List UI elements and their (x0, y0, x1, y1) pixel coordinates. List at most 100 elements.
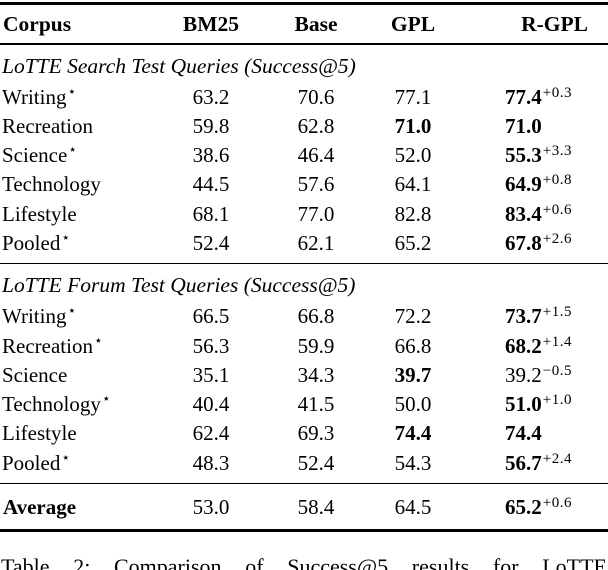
corpus-label: Pooled (2, 230, 61, 255)
corpus-label: Technology (2, 392, 101, 417)
gpl-value: 72.2 (394, 304, 432, 329)
base-cell: 34.3 (252, 361, 380, 390)
base-cell: 59.9 (252, 332, 380, 361)
rgpl-delta: +1.5 (542, 304, 572, 321)
rgpl-cell: 71.0 (446, 112, 608, 141)
rgpl-value: 68.2 (505, 333, 542, 358)
bm25-value: 52.4 (192, 230, 230, 255)
gpl-value: 54.3 (394, 450, 432, 475)
corpus-label: Writing (2, 304, 67, 329)
base-value: 62.1 (297, 230, 335, 255)
gpl-cell: 50.0 (380, 390, 446, 419)
rgpl-value: 77.4 (505, 84, 542, 109)
table-top-rule (0, 2, 608, 5)
bm25-cell: 66.5 (170, 302, 252, 331)
star-icon: ⋆ (93, 332, 103, 349)
base-cell: 69.3 (252, 419, 380, 448)
corpus-label: Technology (2, 172, 101, 197)
base-cell: 77.0 (252, 200, 380, 229)
average-rgpl-cell: 65.2+0.6 (446, 484, 608, 533)
bm25-cell: 68.1 (170, 200, 252, 229)
base-cell: 41.5 (252, 390, 380, 419)
corpus-cell: Science (0, 361, 170, 390)
base-cell: 70.6 (252, 83, 380, 112)
base-value: 34.3 (297, 362, 335, 387)
rgpl-cell: 55.3+3.3 (446, 141, 608, 173)
rgpl-delta: +3.3 (542, 143, 572, 160)
rgpl-value: 73.7 (505, 304, 542, 329)
column-header-bm25: BM25 (182, 12, 240, 36)
corpus-cell: Recreation (0, 112, 170, 141)
table-row: Science⋆ 38.6 46.4 52.0 55.3+3.3 (0, 141, 608, 170)
rgpl-cell: 83.4+0.6 (446, 200, 608, 232)
gpl-cell: 39.7 (380, 361, 446, 390)
base-value: 52.4 (297, 450, 335, 475)
bm25-cell: 38.6 (170, 141, 252, 170)
star-icon: ⋆ (67, 83, 77, 100)
rgpl-delta: −0.5 (542, 362, 572, 379)
column-header-gpl: GPL (390, 12, 436, 36)
gpl-cell: 72.2 (380, 302, 446, 331)
rgpl-value: 39.2 (505, 362, 542, 387)
average-row: Average 53.0 58.4 64.5 65.2+0.6 (0, 484, 608, 529)
footer-rule (0, 482, 608, 485)
table-row: Pooled⋆ 52.4 62.1 65.2 67.8+2.6 (0, 229, 608, 258)
gpl-cell: 82.8 (380, 200, 446, 229)
rgpl-delta: +0.3 (542, 84, 572, 101)
table-row: Lifestyle 62.4 69.3 74.4 74.4 (0, 419, 608, 448)
base-value: 62.8 (297, 113, 335, 138)
header-rule (0, 43, 608, 45)
bm25-value: 40.4 (192, 392, 230, 417)
gpl-cell: 71.0 (380, 112, 446, 141)
bm25-value: 44.5 (192, 172, 230, 197)
gpl-cell: 52.0 (380, 141, 446, 170)
corpus-cell: Writing⋆ (0, 83, 170, 115)
rgpl-delta: +1.0 (542, 392, 572, 409)
bm25-value: 56.3 (192, 333, 230, 358)
rgpl-delta: +1.4 (542, 333, 572, 350)
table-row: Writing⋆ 63.2 70.6 77.1 77.4+0.3 (0, 83, 608, 112)
base-value: 46.4 (297, 143, 335, 168)
base-cell: 52.4 (252, 449, 380, 478)
rgpl-cell: 67.8+2.6 (446, 229, 608, 261)
rgpl-cell: 56.7+2.4 (446, 449, 608, 481)
base-cell: 57.6 (252, 170, 380, 199)
table-caption: Table 2: Comparison of Success@5 results… (1, 554, 607, 570)
rgpl-value: 74.4 (505, 421, 542, 446)
rgpl-cell: 73.7+1.5 (446, 302, 608, 334)
base-value: 59.9 (297, 333, 335, 358)
table-row: Technology 44.5 57.6 64.1 64.9+0.8 (0, 170, 608, 199)
rgpl-cell: 68.2+1.4 (446, 332, 608, 364)
base-value: 41.5 (297, 392, 335, 417)
corpus-label: Pooled (2, 450, 61, 475)
corpus-cell: Technology⋆ (0, 390, 170, 422)
bm25-cell: 63.2 (170, 83, 252, 112)
gpl-value: 52.0 (394, 143, 432, 168)
gpl-cell: 77.1 (380, 83, 446, 112)
rgpl-value: 83.4 (505, 201, 542, 226)
column-header-base: Base (294, 12, 338, 36)
rgpl-value: 64.9 (505, 172, 542, 197)
star-icon: ⋆ (67, 303, 77, 320)
bm25-value: 35.1 (192, 362, 230, 387)
gpl-value: 74.4 (394, 421, 432, 446)
bm25-cell: 62.4 (170, 419, 252, 448)
gpl-value: 64.1 (394, 172, 432, 197)
corpus-label: Lifestyle (2, 201, 77, 226)
bm25-cell: 56.3 (170, 332, 252, 361)
gpl-cell: 66.8 (380, 332, 446, 361)
corpus-label: Recreation (2, 333, 93, 358)
table-row: Lifestyle 68.1 77.0 82.8 83.4+0.6 (0, 200, 608, 229)
star-icon: ⋆ (61, 449, 71, 466)
bm25-cell: 48.3 (170, 449, 252, 478)
corpus-cell: Science⋆ (0, 141, 170, 173)
rgpl-value: 56.7 (505, 450, 542, 475)
rgpl-cell: 64.9+0.8 (446, 170, 608, 202)
corpus-cell: Technology (0, 170, 170, 199)
gpl-cell: 65.2 (380, 229, 446, 258)
gpl-value: 50.0 (394, 392, 432, 417)
rgpl-cell: 39.2−0.5 (446, 361, 608, 393)
rgpl-cell: 74.4 (446, 419, 608, 448)
star-icon: ⋆ (101, 391, 111, 408)
